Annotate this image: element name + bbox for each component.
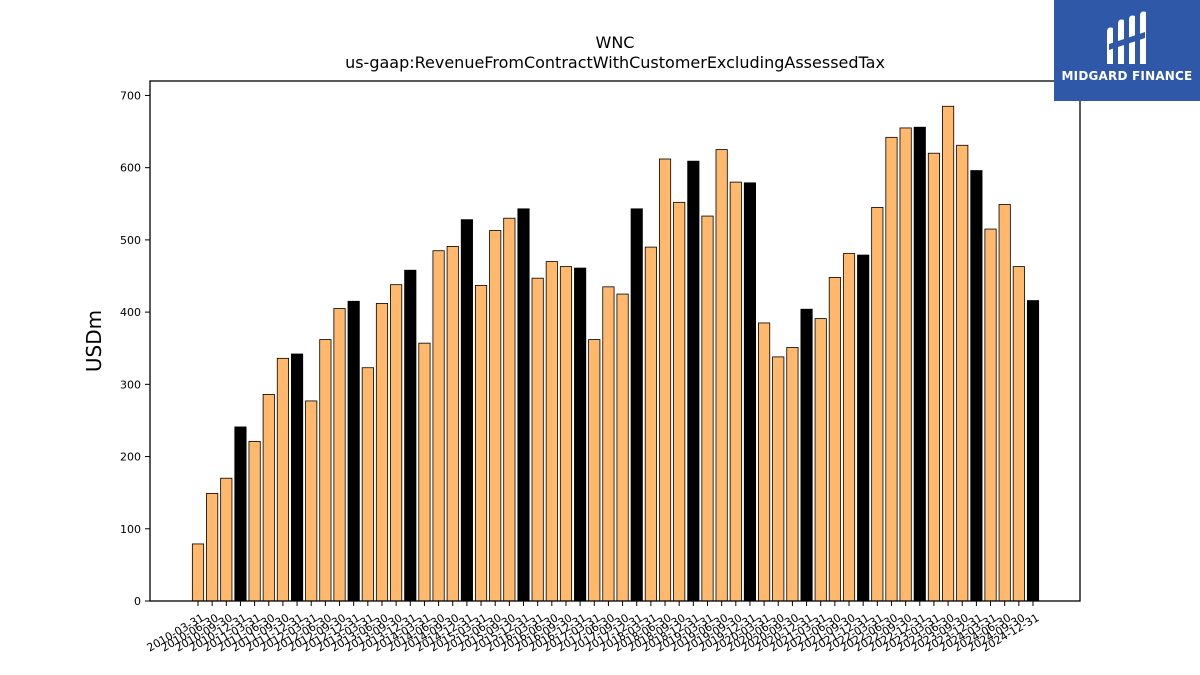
bar-2021-06-30 — [828, 277, 841, 602]
bar-2014-12-31 — [460, 219, 473, 602]
bar-2019-06-30 — [715, 149, 728, 602]
bar-2014-09-30 — [446, 245, 459, 602]
bar-2013-12-31 — [404, 269, 417, 602]
brand-name: MIDGARD FINANCE — [1061, 69, 1193, 83]
bar-2019-12-31 — [743, 182, 757, 602]
bar-2018-09-30 — [673, 201, 686, 602]
bar-2020-12-31 — [800, 308, 813, 602]
bar-2010-12-31 — [234, 426, 247, 602]
bar-2022-12-31 — [913, 126, 926, 602]
bar-2020-06-30 — [772, 356, 785, 602]
bar-2011-12-31 — [291, 353, 304, 602]
bar-2012-12-31 — [347, 300, 360, 602]
bar-2016-06-30 — [545, 261, 558, 602]
bar-2023-09-30 — [956, 144, 969, 602]
midgard-logo-icon — [1107, 11, 1146, 64]
bar-2017-03-31 — [588, 339, 601, 602]
plot-frame — [149, 80, 1081, 602]
bar-2024-09-30 — [1012, 266, 1025, 602]
bar-2015-06-30 — [489, 230, 502, 602]
y-axis-label: USDm — [82, 310, 106, 372]
y-tick-label: 600 — [120, 162, 141, 175]
bar-2013-03-31 — [361, 367, 374, 602]
bar-2018-12-31 — [687, 160, 700, 602]
bar-2014-06-30 — [432, 250, 445, 602]
bar-2010-09-30 — [220, 477, 233, 602]
bar-2015-09-30 — [503, 217, 516, 602]
bar-2022-09-30 — [899, 127, 912, 602]
bar-2017-12-31 — [630, 208, 643, 602]
bar-2011-06-30 — [262, 394, 275, 602]
bar-2020-09-30 — [786, 347, 799, 602]
y-tick-label: 0 — [134, 595, 141, 608]
bar-2024-06-30 — [998, 204, 1011, 602]
bar-2010-03-31 — [191, 543, 205, 602]
bar-2019-09-30 — [729, 181, 742, 602]
bar-2011-03-31 — [248, 440, 261, 602]
bar-2013-06-30 — [375, 303, 389, 602]
brand-logo: MIDGARD FINANCE — [1054, 0, 1200, 101]
bar-2023-03-31 — [927, 152, 940, 602]
bar-2024-12-31 — [1026, 300, 1040, 602]
bar-2013-09-30 — [390, 284, 403, 602]
bar-2012-09-30 — [333, 308, 346, 602]
bar-2021-12-31 — [857, 254, 870, 602]
bar-2017-06-30 — [602, 286, 615, 602]
bar-2015-03-31 — [474, 284, 488, 602]
bar-2010-06-30 — [206, 492, 219, 602]
bar-2015-12-31 — [517, 208, 530, 602]
x-axis: 2010-03-312010-06-302010-09-302010-12-31… — [145, 601, 1042, 654]
bar-2012-06-30 — [319, 339, 332, 602]
bar-2021-09-30 — [842, 253, 856, 602]
bar-2023-06-30 — [942, 105, 955, 602]
bar-2014-03-31 — [418, 342, 431, 602]
bar-2020-03-31 — [758, 322, 771, 602]
y-tick-label: 700 — [120, 89, 141, 102]
bar-2016-12-31 — [574, 267, 587, 602]
bar-2018-06-30 — [658, 158, 672, 602]
y-axis: 0 100 200 300 400 500 600 700 — [120, 89, 150, 608]
y-tick-label: 400 — [120, 306, 141, 319]
y-tick-label: 100 — [120, 523, 141, 536]
bar-2011-09-30 — [276, 357, 289, 602]
bar-2021-03-31 — [814, 318, 827, 602]
y-tick-label: 200 — [120, 451, 141, 464]
bar-2012-03-31 — [305, 400, 318, 602]
bar-2016-09-30 — [559, 266, 573, 602]
bar-2018-03-31 — [644, 246, 657, 602]
bar-series — [191, 105, 1040, 602]
y-tick-label: 500 — [120, 234, 141, 247]
chart-subtitle: us-gaap:RevenueFromContractWithCustomerE… — [345, 53, 885, 72]
bar-2023-12-31 — [970, 170, 983, 602]
bar-2022-06-30 — [885, 136, 898, 602]
bar-2016-03-31 — [531, 277, 544, 602]
bar-2017-09-30 — [616, 293, 629, 602]
bar-2022-03-31 — [871, 206, 884, 602]
chart-title: WNC — [595, 33, 635, 52]
bar-2019-03-31 — [701, 215, 714, 602]
y-tick-label: 300 — [120, 378, 141, 391]
bar-2024-03-31 — [984, 228, 997, 602]
